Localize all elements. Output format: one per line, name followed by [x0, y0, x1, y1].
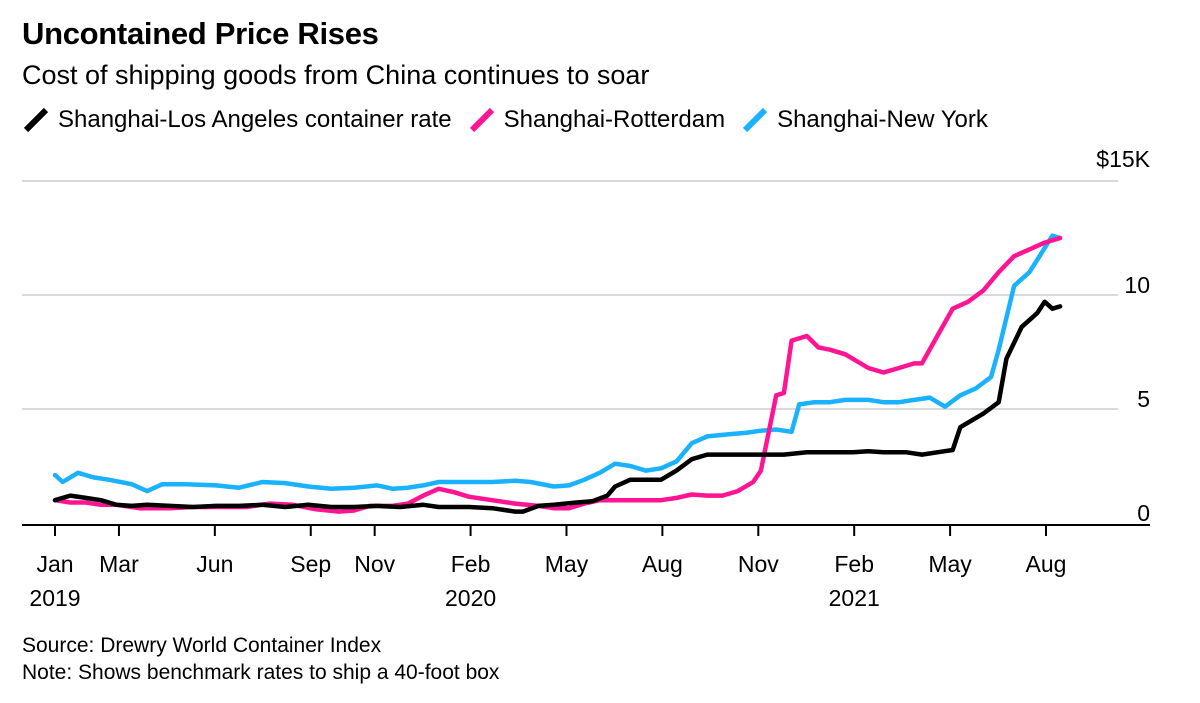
series-line-new-york: [52, 233, 1063, 494]
chart-subtitle: Cost of shipping goods from China contin…: [22, 60, 650, 90]
y-tick-label: 5: [1137, 386, 1150, 412]
line-chart: 0 5 10 $15K Jan 2019 Mar Jun Sep Nov Feb 2020 May Aug…: [22, 146, 1151, 611]
x-tick-label: Nov: [738, 551, 779, 577]
x-tick-label: Nov: [354, 551, 395, 577]
y-tick-label: 10: [1124, 272, 1150, 298]
legend-item-new-york: Shanghai-New York: [741, 106, 988, 134]
legend-item-rotterdam: Shanghai-Rotterdam: [468, 106, 725, 134]
legend-label-new-york: Shanghai-New York: [777, 106, 988, 133]
x-tick-year-label: 2020: [445, 585, 496, 611]
legend: Shanghai-Los Angeles container rate Shan…: [22, 106, 1004, 134]
x-tick-label: Jan: [36, 551, 73, 577]
y-tick-label: 0: [1137, 500, 1150, 526]
x-tick-year-label: 2021: [829, 585, 880, 611]
x-tick-label: Aug: [1026, 551, 1067, 577]
x-tick-label: Jun: [196, 551, 233, 577]
x-tick-year-label: 2019: [29, 585, 80, 611]
legend-swatch-blue: [741, 106, 769, 134]
legend-label-los-angeles: Shanghai-Los Angeles container rate: [58, 106, 452, 133]
series-line-rotterdam: [52, 235, 1063, 514]
x-tick-label: Sep: [290, 551, 331, 577]
legend-swatch-pink: [468, 106, 496, 134]
y-tick-label: $15K: [1096, 146, 1150, 172]
legend-item-los-angeles: Shanghai-Los Angeles container rate: [22, 106, 452, 134]
x-tick-label: Feb: [834, 551, 874, 577]
x-tick-label: Feb: [451, 551, 491, 577]
legend-label-rotterdam: Shanghai-Rotterdam: [503, 106, 726, 133]
x-tick-label: May: [928, 551, 972, 577]
chart-title: Uncontained Price Rises: [22, 16, 379, 51]
x-tick-label: Mar: [99, 551, 139, 577]
x-tick-label: Aug: [642, 551, 683, 577]
footnote: Note: Shows benchmark rates to ship a 40…: [22, 661, 500, 684]
series-line-los-angeles: [52, 299, 1063, 514]
source-note: Source: Drewry World Container Index: [22, 634, 382, 657]
footer: Source: Drewry World Container Index Not…: [22, 632, 499, 686]
legend-swatch-black: [22, 106, 50, 134]
x-tick-label: May: [545, 551, 589, 577]
